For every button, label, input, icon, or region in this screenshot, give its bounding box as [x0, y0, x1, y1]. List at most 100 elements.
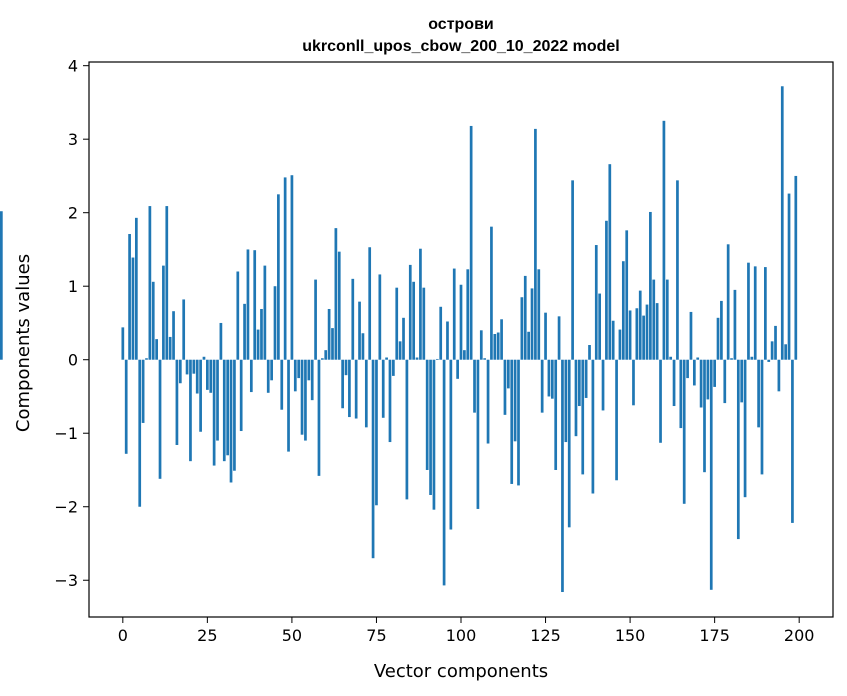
- bar-163: [672, 359, 676, 407]
- bar-30: [222, 359, 226, 462]
- bar-160: [662, 120, 666, 360]
- bar-130: [561, 359, 564, 593]
- bar-109: [490, 226, 493, 360]
- bar-84: [405, 359, 409, 500]
- bar-36: [243, 303, 246, 360]
- bar-104: [473, 359, 476, 413]
- bar-126: [547, 359, 551, 397]
- bar-149: [625, 230, 629, 360]
- bar-158: [655, 303, 659, 360]
- bar-53: [300, 359, 304, 435]
- bar-117: [517, 359, 520, 486]
- bar-184: [743, 359, 747, 498]
- bar-5: [138, 359, 142, 507]
- bar-87: [415, 357, 419, 360]
- bar-166: [682, 359, 686, 504]
- bar-73: [368, 247, 372, 360]
- bar-115: [510, 359, 514, 484]
- bar-62: [331, 328, 334, 360]
- bar-89: [422, 287, 426, 360]
- bar-95: [442, 359, 446, 586]
- bar-18: [182, 299, 186, 360]
- y-tick-label: 3: [68, 130, 78, 149]
- bar-133: [571, 180, 574, 360]
- bar-190: [764, 267, 767, 360]
- x-tick-label: 0: [118, 626, 128, 645]
- bar-12: [162, 265, 165, 360]
- bar-147: [618, 329, 622, 360]
- y-tick-label: 4: [68, 57, 78, 76]
- bar-86: [412, 281, 416, 360]
- bar-172: [703, 359, 706, 473]
- bar-66: [344, 359, 348, 376]
- bar-105: [476, 359, 480, 509]
- bar-19: [185, 359, 189, 375]
- bar-69: [354, 359, 358, 419]
- bar-189: [760, 359, 764, 475]
- bar-138: [588, 345, 591, 360]
- bar-110: [493, 333, 497, 360]
- bar-152: [635, 308, 639, 360]
- bar-9: [151, 281, 155, 360]
- plot-frame: [88, 61, 834, 618]
- bar-167: [686, 359, 689, 379]
- bar-4: [134, 217, 138, 360]
- x-tick-label: 100: [446, 626, 477, 645]
- bar-144: [608, 164, 612, 360]
- bar-11: [158, 359, 162, 479]
- bar-108: [486, 359, 490, 444]
- bar-196: [784, 344, 788, 360]
- bar-81: [395, 287, 399, 360]
- bar-45: [273, 286, 277, 360]
- bar-131: [564, 359, 568, 443]
- bar-71: [361, 333, 365, 360]
- bar-27: [212, 359, 216, 466]
- bar-56: [310, 359, 314, 401]
- bar-103: [469, 125, 473, 360]
- bar-29: [219, 322, 223, 360]
- bar-102: [466, 269, 470, 360]
- bar-82: [398, 341, 402, 360]
- bar-44: [270, 359, 273, 381]
- bar-series: [0, 86, 798, 593]
- bar-76: [378, 274, 382, 360]
- bar-143: [605, 220, 608, 360]
- y-tick-label: −2: [54, 498, 78, 517]
- bar-112: [500, 319, 503, 360]
- bar-173: [706, 359, 710, 400]
- bar-40: [256, 329, 260, 360]
- bar-132: [567, 359, 571, 528]
- bar-192: [770, 341, 774, 360]
- bar-83: [402, 317, 405, 360]
- bar-68: [351, 278, 355, 360]
- bar-134: [574, 359, 578, 437]
- bar-97: [449, 359, 453, 530]
- bar-23: [199, 359, 202, 432]
- bar-8: [148, 206, 152, 360]
- x-axis-label: Vector components: [374, 661, 548, 682]
- bar-101: [463, 350, 466, 360]
- bar-174: [709, 359, 713, 590]
- bar-33: [233, 359, 236, 471]
- bar-65: [341, 359, 344, 409]
- bar-124: [540, 359, 544, 413]
- bar-178: [723, 359, 727, 404]
- bar-0: [121, 327, 125, 360]
- bar-85: [408, 264, 412, 360]
- bar-58: [317, 359, 321, 476]
- bar-16: [175, 359, 179, 445]
- bar-157: [652, 279, 656, 360]
- bar-125: [544, 312, 547, 360]
- bar-63: [334, 228, 338, 360]
- bar-42: [263, 265, 267, 360]
- bar-91: [429, 359, 432, 495]
- bar-70: [358, 301, 361, 360]
- bar-137: [584, 359, 588, 398]
- bar-146: [615, 359, 618, 481]
- bar-98: [452, 268, 456, 360]
- bar-175: [713, 359, 716, 387]
- bar-35: [239, 359, 243, 432]
- bar-123: [537, 269, 541, 360]
- bar-186: [750, 356, 754, 360]
- bar-2: [128, 234, 131, 360]
